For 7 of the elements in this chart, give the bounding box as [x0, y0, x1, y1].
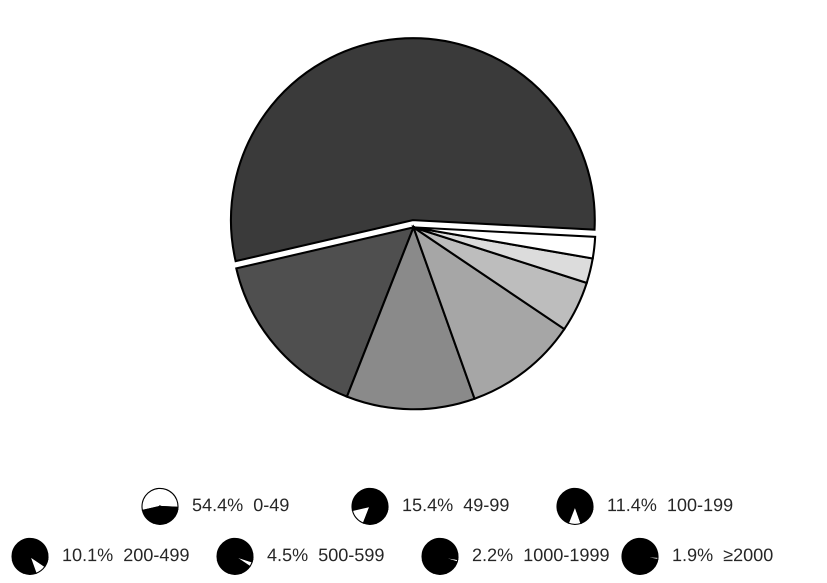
legend-label: 10.1% 200-499	[63, 548, 189, 562]
legend-label: 54.4% 0-49	[192, 498, 289, 512]
legend-label: 15.4% 49-99	[403, 498, 509, 512]
legend-label: 1.9% ≥2000	[673, 548, 773, 562]
legend-label: 2.2% 1000-1999	[472, 548, 609, 562]
legend-label: 4.5% 500-599	[267, 548, 384, 562]
legend-label: 11.4% 100-199	[608, 498, 732, 512]
